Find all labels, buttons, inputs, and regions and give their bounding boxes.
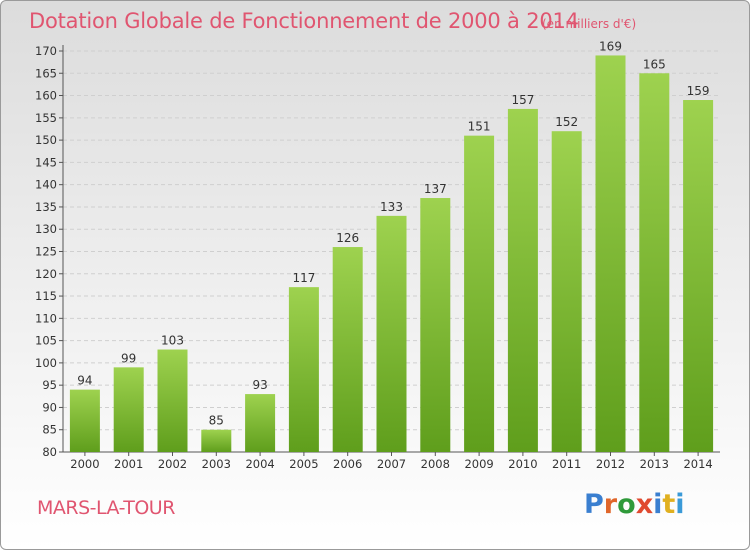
y-tick-label: 130 [35,222,57,236]
bar-2001[interactable] [113,367,144,452]
x-tick-label: 2008 [421,457,450,471]
y-tick-label: 160 [35,89,57,103]
y-tick-label: 170 [35,44,57,58]
bar-2002[interactable] [157,349,188,452]
y-tick-label: 115 [35,289,57,303]
y-tick-label: 165 [35,66,57,80]
bar-2007[interactable] [376,215,407,452]
y-tick-label: 135 [35,200,57,214]
y-tick-label: 100 [35,356,57,370]
proxiti-logo[interactable]: Proxiti [584,489,685,520]
bars [69,55,714,453]
logo-letter: t [662,489,676,520]
bar-2011[interactable] [551,131,582,452]
bar-2005[interactable] [288,287,319,452]
bar-value-label: 126 [336,231,359,245]
y-tick-label: 80 [42,445,57,459]
y-tick-label: 85 [42,423,57,437]
bar-value-label: 94 [77,374,92,388]
logo-letter: x [635,489,654,520]
logo-letter: i [675,489,685,520]
bar-value-label: 133 [380,200,403,214]
bar-value-label: 159 [687,84,710,98]
bar-value-label: 169 [599,39,622,53]
bar-2008[interactable] [420,198,451,452]
bar-value-label: 137 [424,182,447,196]
bar-value-label: 93 [252,378,267,392]
x-tick-label: 2002 [158,457,187,471]
x-tick-label: 2010 [508,457,537,471]
y-tick-label: 90 [42,400,57,414]
x-tick-label: 2001 [114,457,143,471]
logo-letter: i [653,489,663,520]
x-tick-label: 2004 [245,457,274,471]
bar-value-label: 165 [643,57,666,71]
bar-value-label: 99 [121,351,136,365]
y-tick-label: 125 [35,245,57,259]
x-tick-label: 2000 [70,457,99,471]
x-tick-label: 2014 [683,457,712,471]
bar-2009[interactable] [464,135,495,452]
y-tick-label: 145 [35,155,57,169]
bar-2013[interactable] [639,73,670,453]
x-tick-label: 2003 [202,457,231,471]
bar-2000[interactable] [69,389,100,452]
city-name: MARS-LA-TOUR [37,497,175,519]
bar-2010[interactable] [507,108,538,452]
x-tick-label: 2007 [377,457,406,471]
x-tick-label: 2005 [289,457,318,471]
logo-letter: r [603,489,618,520]
chart-title: Dotation Globale de Fonctionnement de 20… [29,9,579,33]
y-tick-label: 150 [35,133,57,147]
bar-value-label: 117 [292,271,315,285]
chart-unit: (en milliers d'€) [542,17,637,31]
bar-value-label: 103 [161,334,184,348]
x-tick-label: 2006 [333,457,362,471]
bar-value-label: 157 [511,93,534,107]
y-tick-label: 95 [42,378,57,392]
bar-2003[interactable] [201,429,232,452]
bar-2004[interactable] [245,394,276,452]
labels: 80 85 90 95 100 105 110 115 120 125 130 135 140 145 15… [35,39,713,471]
y-tick-label: 140 [35,178,57,192]
x-tick-label: 2009 [464,457,493,471]
bar-value-label: 151 [468,120,491,134]
y-tick-label: 105 [35,334,57,348]
bar-value-label: 152 [555,115,578,129]
bar-2006[interactable] [332,247,363,452]
bar-2014[interactable] [683,100,714,452]
y-tick-label: 120 [35,267,57,281]
x-tick-label: 2012 [596,457,625,471]
bar-value-label: 85 [209,414,224,428]
x-tick-label: 2013 [640,457,669,471]
bar-2012[interactable] [595,55,626,452]
logo-letter: o [617,489,636,520]
logo-letter: P [584,489,604,520]
y-tick-label: 110 [35,311,57,325]
y-tick-label: 155 [35,111,57,125]
x-tick-label: 2011 [552,457,581,471]
